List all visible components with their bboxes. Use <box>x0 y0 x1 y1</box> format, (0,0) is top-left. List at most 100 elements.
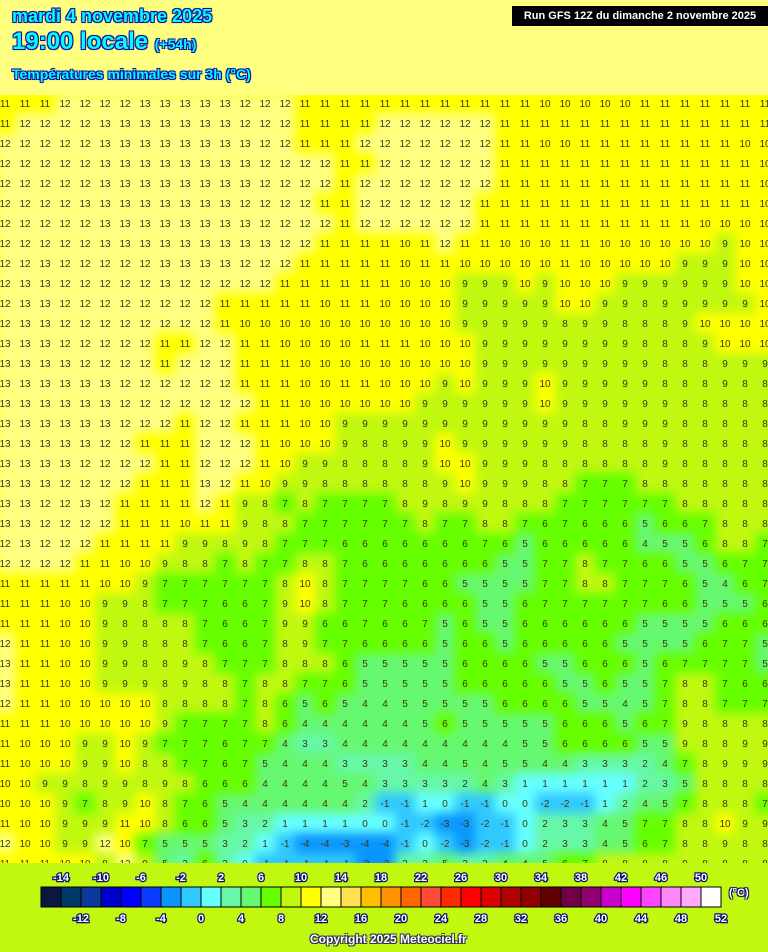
field-cell <box>155 293 176 314</box>
temp-value: 10 <box>499 239 511 250</box>
field-cell <box>175 573 196 594</box>
temp-value: 8 <box>722 779 728 790</box>
field-cell <box>615 533 636 554</box>
temp-value: 8 <box>162 619 168 630</box>
temp-value: 9 <box>622 339 628 350</box>
field-cell <box>415 153 436 174</box>
temp-value: 4 <box>502 739 508 750</box>
field-cell <box>15 453 36 474</box>
temp-value: 8 <box>382 439 388 450</box>
legend-swatch <box>200 886 222 908</box>
temp-value: 1 <box>282 819 288 830</box>
temp-value: 11 <box>520 199 531 210</box>
temp-value: 6 <box>342 539 348 550</box>
field-cell <box>295 313 316 334</box>
temp-value: 8 <box>282 679 288 690</box>
temp-value: 12 <box>79 119 91 130</box>
field-cell <box>555 153 576 174</box>
field-cell <box>375 213 396 234</box>
temp-value: 6 <box>322 619 328 630</box>
field-cell <box>215 293 236 314</box>
field-cell <box>435 393 456 414</box>
field-cell <box>175 173 196 194</box>
field-cell <box>455 433 476 454</box>
temp-value: 12 <box>79 359 91 370</box>
field-cell <box>215 153 236 174</box>
field-cell <box>715 95 736 114</box>
field-cell <box>375 653 396 674</box>
field-cell <box>295 233 316 254</box>
field-cell <box>695 353 716 374</box>
field-cell <box>295 573 316 594</box>
temp-value: 9 <box>62 779 68 790</box>
temp-value: 9 <box>582 379 588 390</box>
temp-value: 8 <box>702 459 708 470</box>
temp-value: 10 <box>499 259 511 270</box>
temp-value: 10 <box>679 239 691 250</box>
temp-value: 12 <box>439 219 451 230</box>
field-cell <box>595 173 616 194</box>
temp-value: 10 <box>459 339 471 350</box>
temp-value: 6 <box>642 559 648 570</box>
field-cell <box>35 233 56 254</box>
temp-value: 7 <box>582 479 588 490</box>
temp-value: 10 <box>759 219 768 230</box>
temp-value: 11 <box>40 699 51 710</box>
temp-value: 10 <box>299 439 311 450</box>
field-cell <box>115 213 136 234</box>
temp-value: 9 <box>502 359 508 370</box>
temp-value: 12 <box>119 419 131 430</box>
temp-value: 12 <box>139 339 151 350</box>
field-cell <box>475 113 496 134</box>
temp-value: 7 <box>282 499 288 510</box>
field-cell <box>195 393 216 414</box>
field-cell <box>515 673 536 694</box>
temp-value: 7 <box>722 639 728 650</box>
temp-value: 7 <box>322 679 328 690</box>
field-cell <box>755 693 768 714</box>
temp-value: 11 <box>20 99 31 110</box>
field-cell <box>135 633 156 654</box>
temp-value: 9 <box>522 359 528 370</box>
temp-value: 9 <box>622 299 628 310</box>
temp-value: 9 <box>302 479 308 490</box>
temp-value: 6 <box>502 659 508 670</box>
temp-value: 7 <box>742 659 748 670</box>
temp-value: 8 <box>682 839 688 850</box>
field-cell <box>735 213 756 234</box>
field-cell <box>515 613 536 634</box>
temp-value: 7 <box>222 659 228 670</box>
field-cell <box>635 333 656 354</box>
field-cell <box>515 633 536 654</box>
field-cell <box>495 253 516 274</box>
field-cell <box>135 473 156 494</box>
field-cell <box>535 253 556 274</box>
temp-value: 10 <box>79 659 91 670</box>
temp-value: 9 <box>642 279 648 290</box>
temp-value: 9 <box>482 439 488 450</box>
field-cell <box>55 593 76 614</box>
field-cell <box>595 633 616 654</box>
field-cell <box>715 353 736 374</box>
temp-value: 7 <box>742 559 748 570</box>
field-cell <box>535 413 556 434</box>
temp-value: 12 <box>259 219 271 230</box>
temp-value: 7 <box>242 579 248 590</box>
temp-value: 5 <box>382 679 388 690</box>
field-cell <box>35 153 56 174</box>
field-cell <box>435 373 456 394</box>
temp-value: 13 <box>39 399 51 410</box>
temp-value: 7 <box>662 719 668 730</box>
field-cell <box>575 633 596 654</box>
temp-value: 9 <box>482 359 488 370</box>
temp-value: 12 <box>99 459 111 470</box>
temp-value: 10 <box>99 719 111 730</box>
temp-value: 8 <box>302 559 308 570</box>
temp-value: 10 <box>319 379 331 390</box>
temp-value: 6 <box>222 639 228 650</box>
temp-value: 13 <box>179 239 191 250</box>
temp-value: 12 <box>199 439 211 450</box>
field-cell <box>15 353 36 374</box>
field-cell <box>715 373 736 394</box>
temp-value: 10 <box>279 339 291 350</box>
